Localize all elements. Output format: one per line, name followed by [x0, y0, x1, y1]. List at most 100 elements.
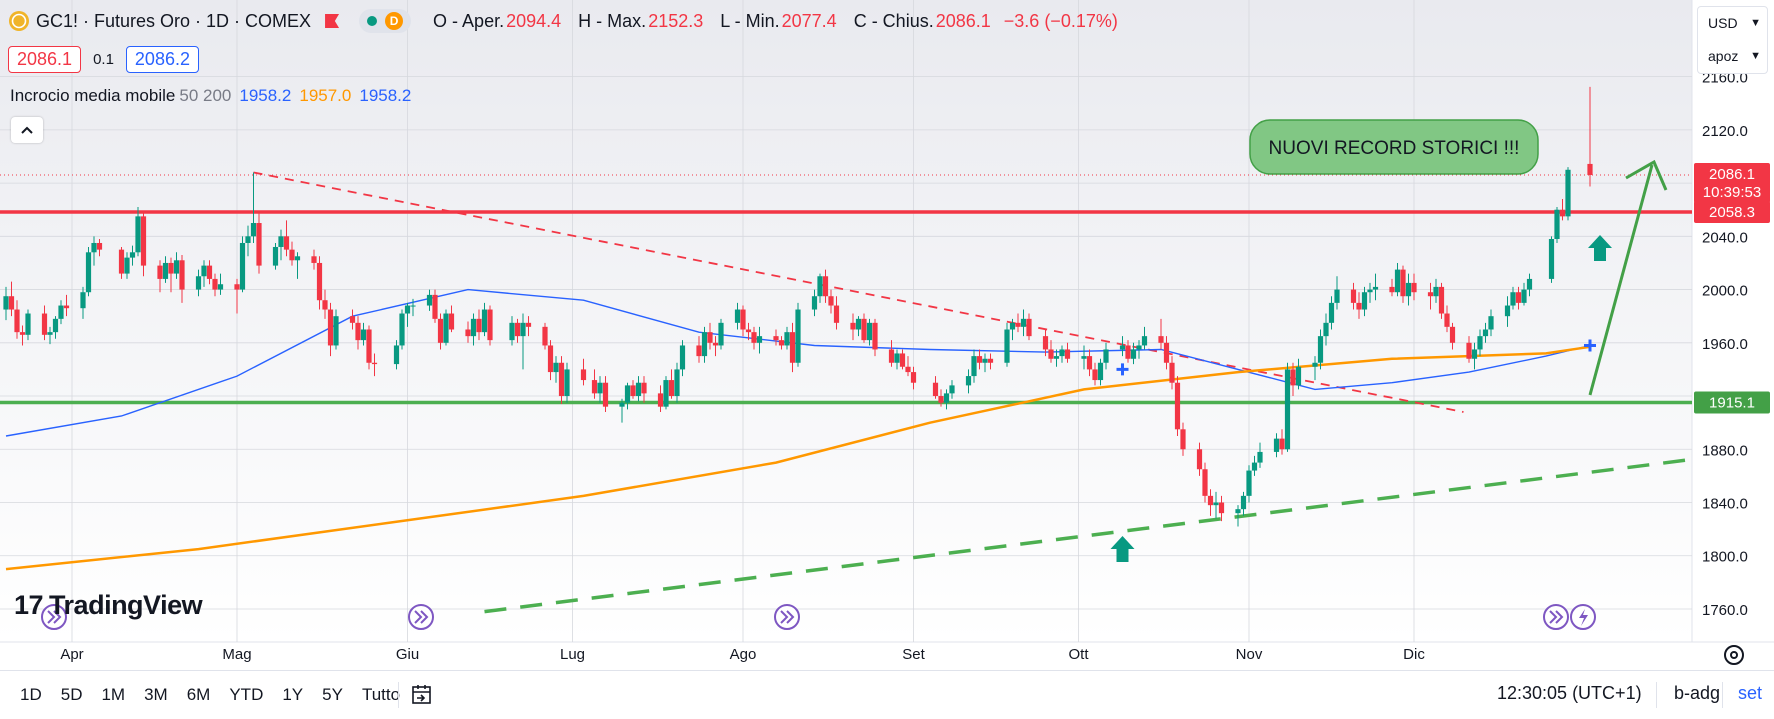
lightning-icon [1579, 609, 1588, 626]
candle-body [619, 402, 625, 407]
candle-body [349, 316, 356, 323]
x-tick-label: Ott [1068, 646, 1089, 663]
flag-icon[interactable] [325, 14, 340, 28]
adjustment-toggle[interactable]: b-adg [1674, 683, 1721, 703]
candle-body [679, 345, 686, 370]
delay-badge: D [385, 12, 404, 30]
candle-body [1433, 286, 1439, 297]
ma50-line [5, 288, 1591, 437]
range-3m[interactable]: 3M [144, 685, 168, 704]
candle-body [542, 326, 548, 346]
candle-body [1548, 238, 1555, 279]
candle-body [597, 382, 603, 394]
candle-body [1097, 362, 1104, 381]
candle-body [1389, 286, 1395, 293]
candle-body [1350, 289, 1357, 303]
candle-body [1367, 289, 1373, 293]
candle-body [1482, 329, 1489, 337]
cross-signal-icon [1584, 339, 1596, 352]
range-1m[interactable]: 1M [101, 685, 126, 704]
candle-body [355, 322, 361, 341]
range-1d[interactable]: 1D [20, 685, 42, 704]
candle-body [1279, 438, 1285, 450]
candle-body [14, 309, 20, 333]
candle-body [657, 393, 664, 407]
clock-readout[interactable]: 12:30:05 (UTC+1) [1497, 683, 1642, 703]
candle-body [866, 322, 873, 341]
candle-body [1400, 269, 1406, 297]
session-toggle[interactable]: set [1738, 683, 1763, 703]
dividend-icon [47, 610, 62, 624]
indicator-value-1: 1958.2 [239, 86, 292, 105]
candle-body [624, 385, 631, 403]
range-5y[interactable]: 5Y [322, 685, 343, 704]
candle-body [1196, 449, 1203, 470]
candle-body [250, 223, 257, 237]
collapse-legend-button[interactable] [11, 117, 43, 143]
candle-body [1092, 369, 1098, 381]
candle-body [212, 278, 218, 290]
candle-body [1466, 342, 1472, 359]
candle-body [1042, 336, 1049, 350]
candle-body [1026, 318, 1032, 337]
logo-text: TradingView [49, 590, 203, 620]
symbol-title[interactable]: GC1! · Futures Oro · 1D · COMEX [36, 10, 312, 31]
currency-select[interactable]: USD ▼ [1698, 7, 1767, 40]
range-5d[interactable]: 5D [60, 685, 83, 704]
candle-body [118, 249, 125, 274]
candle-body [602, 382, 609, 407]
candle-body [591, 380, 598, 394]
range-ytd[interactable]: YTD [229, 685, 264, 704]
candle-body [201, 265, 207, 277]
last-price-label-text: 2086.1 [1709, 166, 1755, 183]
candle-body [696, 345, 702, 357]
candle-body [1174, 382, 1181, 430]
candle-body [476, 318, 482, 333]
candle-body [157, 265, 163, 279]
candle-body [894, 353, 900, 363]
gear-icon[interactable] [1724, 645, 1744, 665]
candle-body [448, 313, 455, 330]
candle-body [322, 300, 328, 310]
candle-body [1356, 302, 1362, 310]
candle-body [833, 305, 840, 323]
price-chart[interactable]: 2160.02120.02080.02040.02000.01960.01920… [0, 0, 1774, 670]
candle-body [1240, 495, 1247, 510]
range-1y[interactable]: 1Y [282, 685, 304, 704]
indicator-legend[interactable]: Incrocio media mobile 50 200 1958.2 1957.0 1… [10, 86, 411, 106]
annotation-callout [1249, 119, 1539, 175]
candle-body [822, 276, 829, 297]
candle-body [982, 358, 988, 363]
candle-body [96, 242, 103, 250]
candle-body [553, 362, 559, 373]
candle-body [256, 223, 262, 266]
candle-body [234, 284, 240, 290]
candle-body [520, 322, 526, 337]
candle-body [1405, 282, 1412, 297]
chevron-down-icon: ▼ [1750, 50, 1761, 62]
chevron-down-icon: ▼ [1750, 17, 1761, 29]
calendar-goto-icon[interactable] [410, 683, 434, 707]
candle-body [465, 329, 471, 337]
tradingview-logo[interactable]: 17 TradingView [14, 590, 203, 621]
candle-body [740, 309, 746, 330]
candle-body [850, 322, 856, 330]
candle-body [371, 362, 378, 365]
unit-select[interactable]: apoz ▼ [1698, 40, 1767, 73]
candle-body [1312, 362, 1318, 367]
buy-button[interactable]: 2086.2 [125, 45, 199, 73]
candle-body [1323, 322, 1329, 337]
candle-body [3, 296, 9, 310]
sell-button[interactable]: 2086.1 [8, 45, 82, 73]
candle-body [817, 276, 823, 297]
market-status-pill[interactable]: D [359, 9, 412, 33]
y-tick-label: 2000.0 [1702, 283, 1748, 300]
candle-body [861, 318, 867, 341]
x-tick-label: Lug [560, 646, 585, 663]
range-6m[interactable]: 6M [186, 685, 211, 704]
candle-body [509, 322, 515, 341]
candle-body [168, 262, 174, 274]
candle-body [712, 342, 719, 346]
candle-body [1317, 336, 1324, 363]
range-all[interactable]: Tutto [361, 685, 401, 704]
